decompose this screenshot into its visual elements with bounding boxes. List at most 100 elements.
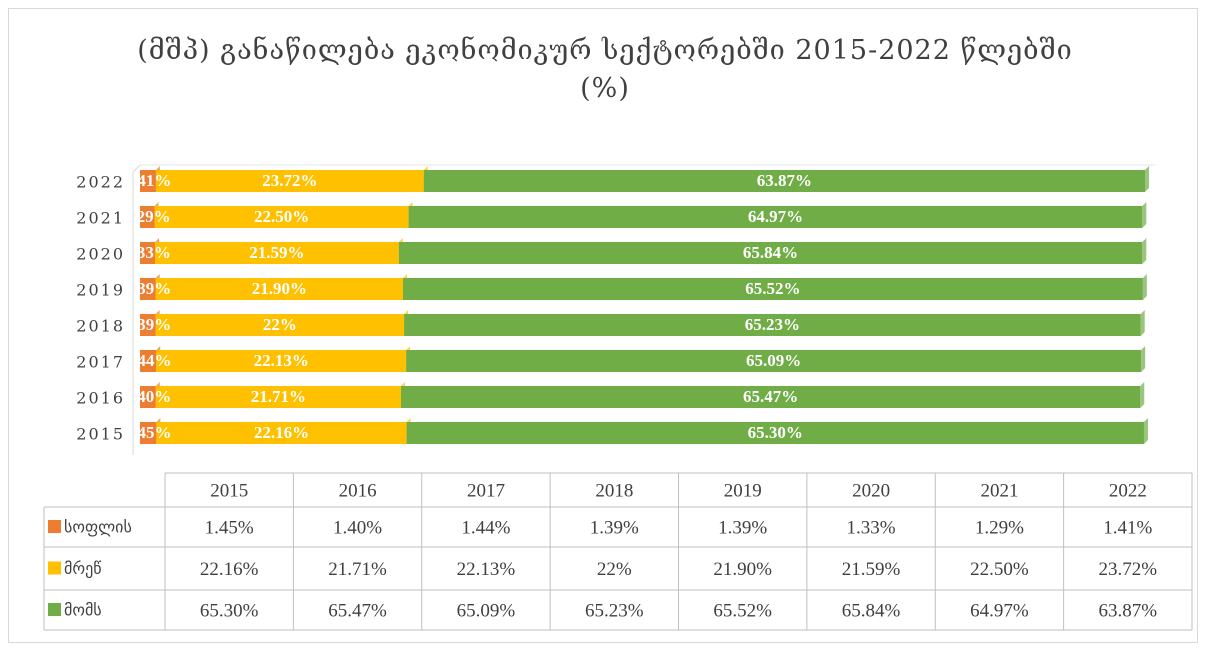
table-header: 2021	[980, 480, 1018, 501]
table-cell: 65.84%	[842, 600, 901, 621]
bar-depth	[1142, 202, 1147, 228]
y-tick-label: 2022	[76, 173, 125, 192]
table-header: 2019	[724, 480, 762, 501]
bar-value-label: 65.23%	[745, 315, 800, 334]
bar-depth	[1140, 310, 1145, 336]
axis-wall	[132, 164, 141, 455]
table-cell: 1.45%	[205, 517, 254, 538]
bar-value-label: 65.30%	[748, 423, 803, 442]
table-cell: 65.23%	[585, 600, 644, 621]
table-cell: 65.09%	[457, 600, 516, 621]
bar-depth	[1142, 238, 1147, 264]
legend-label: მომს	[64, 601, 102, 620]
bar-segment	[140, 350, 157, 372]
table-cell: 22.16%	[200, 559, 259, 580]
table-header: 2022	[1109, 480, 1147, 501]
y-tick-label: 2015	[76, 425, 125, 444]
bar-segment	[155, 242, 399, 264]
bar-segment	[140, 422, 157, 444]
bar-segment	[140, 386, 156, 408]
bar-segment	[155, 386, 401, 408]
bar-segment	[404, 314, 1141, 336]
table-cell: 1.44%	[461, 517, 510, 538]
bar-value-label: 21.90%	[252, 279, 307, 298]
table-cell: 21.59%	[842, 559, 901, 580]
y-tick-label: 2021	[76, 209, 125, 228]
y-tick-label: 2019	[76, 281, 125, 300]
bar-segment	[155, 278, 403, 300]
table-cell: 1.29%	[975, 517, 1024, 538]
bar-value-label: 64.97%	[748, 207, 803, 226]
legend-swatch	[48, 561, 61, 575]
bar-segment	[156, 350, 407, 372]
bar-value-label: 1.39%	[124, 279, 171, 298]
bar-segment	[406, 422, 1144, 444]
bar-value-label: 63.87%	[757, 171, 812, 190]
table-cell: 65.30%	[200, 600, 259, 621]
table-header: 2015	[210, 480, 248, 501]
bar-value-label: 1.45%	[125, 423, 172, 442]
bar-value-label: 1.33%	[124, 243, 171, 262]
table-cell: 1.39%	[718, 517, 767, 538]
bar-value-label: 1.40%	[125, 387, 172, 406]
table-cell: 1.40%	[333, 517, 382, 538]
legend-swatch	[48, 603, 61, 616]
bar-segment	[406, 350, 1142, 372]
table-cell: 21.71%	[328, 559, 387, 580]
table-cell: 22.50%	[970, 559, 1029, 580]
table-cell: 1.39%	[590, 517, 639, 538]
table-cell: 1.33%	[847, 517, 896, 538]
table-header: 2017	[467, 480, 505, 501]
bar-labels: 1.45% 22.16% 65.30% 1.40% 21.71% 65.47% 1.44% 2…	[124, 171, 812, 442]
bar-value-label: 22.50%	[254, 207, 309, 226]
table-cell: 65.52%	[713, 600, 772, 621]
bar-value-label: 1.44%	[125, 351, 172, 370]
bar-depth	[1140, 382, 1145, 408]
bar-segment	[398, 242, 1143, 264]
bar-depth	[1142, 274, 1147, 300]
bar-depth	[1141, 346, 1146, 372]
table-header: 2016	[339, 480, 377, 501]
table-cell: 1.41%	[1103, 517, 1152, 538]
y-tick-label: 2017	[76, 353, 125, 372]
bar-value-label: 65.09%	[746, 351, 801, 370]
legend-label: მრეწ	[64, 559, 102, 578]
bar-segment	[140, 170, 156, 192]
table-cell: 23.72%	[1099, 559, 1158, 580]
table-cell: 65.47%	[328, 600, 387, 621]
bar-value-label: 65.47%	[743, 387, 798, 406]
legend-swatch	[48, 520, 61, 533]
bar-depth	[1143, 418, 1148, 444]
bar-segment	[140, 278, 156, 300]
bar-value-label: 21.71%	[251, 387, 306, 406]
table-cell: 22.13%	[457, 559, 516, 580]
bar-depth	[1145, 166, 1149, 192]
bar-segment	[140, 314, 156, 336]
bar-value-label: 65.84%	[743, 243, 798, 262]
bar-segment	[408, 206, 1143, 228]
table-header: 2018	[595, 480, 633, 501]
bar-value-label: 22%	[263, 315, 297, 334]
legend-label: სოფლის	[64, 518, 132, 537]
bar-value-label: 1.39%	[124, 315, 171, 334]
bar-segment	[155, 314, 405, 336]
table-cell: 63.87%	[1099, 600, 1158, 621]
bar-value-label: 22.16%	[254, 423, 309, 442]
y-tick-label: 2016	[76, 389, 125, 408]
bar-value-label: 1.29%	[124, 207, 171, 226]
bar-segment	[154, 206, 409, 228]
bar-segment	[155, 170, 424, 192]
bar-value-label: 21.59%	[249, 243, 304, 262]
y-tick-label: 2020	[76, 245, 125, 264]
table-cell: 22%	[597, 559, 632, 580]
bar-value-label: 65.52%	[745, 279, 800, 298]
bar-segment	[156, 422, 407, 444]
bar-segment	[423, 170, 1145, 192]
chart-title: (მშპ) განაწილება ეკონომიკურ სექტორებში 2…	[137, 35, 1073, 104]
table-cell: 64.97%	[970, 600, 1029, 621]
y-tick-label: 2018	[76, 317, 125, 336]
bar-segment	[140, 242, 156, 264]
bar-value-label: 22.13%	[254, 351, 309, 370]
